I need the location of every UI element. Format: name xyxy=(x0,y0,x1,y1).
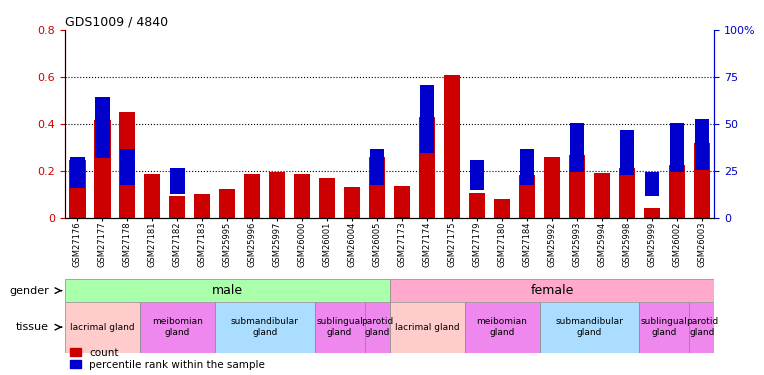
Text: gender: gender xyxy=(9,286,49,296)
Bar xyxy=(394,186,410,218)
Text: sublingual
gland: sublingual gland xyxy=(641,318,688,337)
Bar xyxy=(519,176,535,217)
Bar xyxy=(570,123,584,172)
Bar xyxy=(219,189,235,217)
Bar xyxy=(620,130,634,176)
Bar xyxy=(668,165,685,218)
Bar xyxy=(594,173,610,217)
Text: submandibular
gland: submandibular gland xyxy=(231,318,299,337)
Bar xyxy=(95,97,110,158)
Bar xyxy=(669,123,685,172)
Bar xyxy=(144,174,160,217)
Bar xyxy=(544,157,560,218)
Text: parotid
gland: parotid gland xyxy=(361,318,393,337)
Text: lacrimal gland: lacrimal gland xyxy=(395,322,459,332)
Bar xyxy=(639,302,689,352)
Bar xyxy=(364,302,390,352)
Bar xyxy=(694,142,710,218)
Bar xyxy=(465,302,539,352)
Bar xyxy=(169,196,186,217)
Text: submandibular
gland: submandibular gland xyxy=(555,318,623,337)
Bar xyxy=(294,174,310,217)
Legend: count, percentile rank within the sample: count, percentile rank within the sample xyxy=(70,348,265,370)
Bar xyxy=(140,302,215,352)
Bar xyxy=(390,302,465,352)
Bar xyxy=(390,279,714,302)
Bar xyxy=(344,187,361,218)
Bar xyxy=(315,302,364,352)
Bar xyxy=(319,178,335,218)
Text: female: female xyxy=(530,284,574,297)
Text: tissue: tissue xyxy=(16,322,49,332)
Bar xyxy=(494,199,510,217)
Bar xyxy=(170,168,185,194)
Bar xyxy=(369,157,385,218)
Text: meibomian
gland: meibomian gland xyxy=(152,318,202,337)
Bar xyxy=(65,302,140,352)
Bar xyxy=(269,172,286,217)
Bar xyxy=(520,149,534,185)
Bar xyxy=(444,75,460,217)
Bar xyxy=(70,160,86,218)
Bar xyxy=(539,302,639,352)
Text: meibomian
gland: meibomian gland xyxy=(477,318,527,337)
Bar xyxy=(215,302,315,352)
Text: sublingual
gland: sublingual gland xyxy=(316,318,363,337)
Text: male: male xyxy=(212,284,243,297)
Text: GDS1009 / 4840: GDS1009 / 4840 xyxy=(65,16,168,29)
Text: lacrimal gland: lacrimal gland xyxy=(70,322,134,332)
Bar xyxy=(470,160,484,190)
Bar xyxy=(419,86,435,153)
Bar xyxy=(645,172,659,196)
Bar xyxy=(70,157,85,188)
Bar xyxy=(419,117,435,218)
Bar xyxy=(469,193,485,217)
Bar xyxy=(194,194,210,217)
Bar xyxy=(395,217,410,218)
Bar xyxy=(119,112,135,218)
Bar xyxy=(120,149,134,185)
Bar xyxy=(619,168,635,217)
Bar xyxy=(689,302,714,352)
Bar xyxy=(370,149,384,185)
Text: parotid
gland: parotid gland xyxy=(686,318,718,337)
Bar xyxy=(569,155,585,218)
Bar xyxy=(65,279,390,302)
Bar xyxy=(644,208,660,218)
Bar xyxy=(94,120,111,218)
Bar xyxy=(244,174,261,217)
Bar xyxy=(694,119,709,170)
